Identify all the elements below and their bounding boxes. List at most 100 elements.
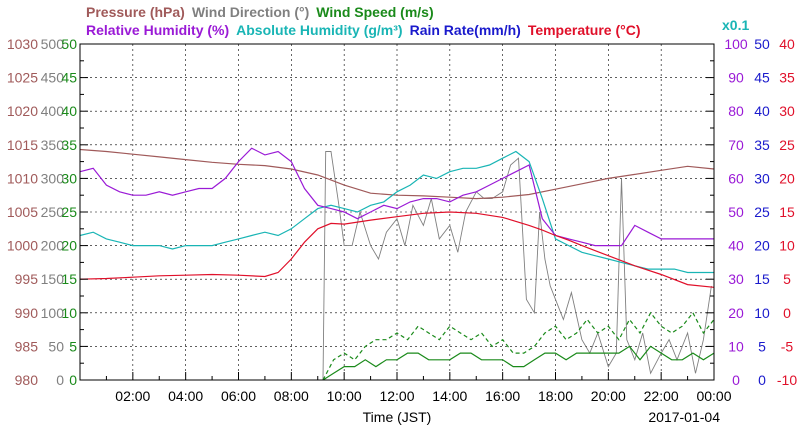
tick-label-humidity: 90 bbox=[728, 70, 744, 86]
header-row-2: Relative Humidity (%) Absolute Humidity (… bbox=[86, 22, 641, 38]
tick-label-wind-speed: 25 bbox=[61, 204, 77, 220]
tick-label-wind-speed: 45 bbox=[61, 70, 77, 86]
tick-label-pressure: 1010 bbox=[7, 170, 38, 186]
tick-label-wind-speed: 5 bbox=[69, 338, 77, 354]
tick-label-humidity: 50 bbox=[728, 204, 744, 220]
series-line bbox=[79, 148, 715, 200]
tick-label-pressure: 1015 bbox=[7, 137, 38, 153]
legend-entry: Temperature (°C) bbox=[528, 22, 641, 38]
tick-label-wind-direction: 100 bbox=[41, 305, 65, 321]
tick-label-rain-rate: 0 bbox=[758, 372, 766, 388]
x-tick-label: 10:00 bbox=[327, 388, 362, 404]
legend-entry: Wind Speed (m/s) bbox=[316, 4, 433, 20]
tick-label-pressure: 985 bbox=[15, 338, 39, 354]
tick-label-wind-direction: 50 bbox=[48, 338, 64, 354]
x-tick-label: 20:00 bbox=[591, 388, 626, 404]
tick-label-temperature: 30 bbox=[779, 103, 795, 119]
axis-labels: 1030102510201015101010051000995990985980… bbox=[7, 36, 797, 404]
x-tick-label: 16:00 bbox=[485, 388, 520, 404]
tick-label-rain-rate: 20 bbox=[754, 238, 770, 254]
tick-label-pressure: 1000 bbox=[7, 238, 38, 254]
tick-label-rain-rate: 40 bbox=[754, 103, 770, 119]
x-tick-label: 04:00 bbox=[168, 388, 203, 404]
scale-note: x0.1 bbox=[722, 17, 749, 33]
tick-label-rain-rate: 10 bbox=[754, 305, 770, 321]
x-tick-label: 14:00 bbox=[432, 388, 467, 404]
tick-label-temperature: 25 bbox=[779, 137, 795, 153]
tick-label-temperature: 20 bbox=[779, 170, 795, 186]
tick-label-pressure: 990 bbox=[15, 305, 39, 321]
tick-label-wind-direction: 200 bbox=[41, 238, 65, 254]
series-line bbox=[79, 211, 715, 288]
legend-entry: Rain Rate(mm/h) bbox=[410, 22, 521, 38]
legend-entry: Pressure (hPa) bbox=[86, 4, 185, 20]
series-line bbox=[322, 345, 715, 381]
tick-label-wind-speed: 10 bbox=[61, 305, 77, 321]
tick-label-pressure: 1005 bbox=[7, 204, 38, 220]
x-tick-label: 08:00 bbox=[274, 388, 309, 404]
tick-label-humidity: 0 bbox=[732, 372, 740, 388]
tick-label-pressure: 1025 bbox=[7, 70, 38, 86]
tick-label-temperature: 10 bbox=[779, 238, 795, 254]
tick-label-wind-speed: 0 bbox=[69, 372, 77, 388]
tick-label-wind-direction: 400 bbox=[41, 103, 65, 119]
tick-label-wind-direction: 150 bbox=[41, 271, 65, 287]
tick-label-rain-rate: 5 bbox=[758, 338, 766, 354]
x-tick-label: 00:00 bbox=[696, 388, 731, 404]
x-tick-label: 22:00 bbox=[644, 388, 679, 404]
tick-label-wind-direction: 500 bbox=[41, 36, 65, 52]
tick-label-wind-speed: 40 bbox=[61, 103, 77, 119]
tick-label-wind-direction: 0 bbox=[56, 372, 64, 388]
tick-label-temperature: 15 bbox=[779, 204, 795, 220]
tick-label-pressure: 1030 bbox=[7, 36, 38, 52]
legend-entry: Wind Direction (°) bbox=[192, 4, 309, 20]
tick-label-temperature: 5 bbox=[783, 271, 791, 287]
tick-label-humidity: 80 bbox=[728, 103, 744, 119]
tick-label-wind-direction: 300 bbox=[41, 170, 65, 186]
x-tick-label: 06:00 bbox=[221, 388, 256, 404]
grid-lines bbox=[80, 44, 714, 380]
legend-entry: Absolute Humidity (g/m³) bbox=[236, 22, 402, 38]
tick-label-wind-speed: 50 bbox=[61, 36, 77, 52]
tick-label-temperature: 0 bbox=[783, 305, 791, 321]
tick-label-humidity: 100 bbox=[724, 36, 748, 52]
series-line bbox=[322, 311, 715, 381]
tick-label-wind-speed: 15 bbox=[61, 271, 77, 287]
tick-label-rain-rate: 35 bbox=[754, 137, 770, 153]
x-tick-label: 12:00 bbox=[379, 388, 414, 404]
tick-label-temperature: -5 bbox=[781, 338, 794, 354]
tick-label-wind-speed: 30 bbox=[61, 170, 77, 186]
x-tick-label: 18:00 bbox=[538, 388, 573, 404]
tick-label-rain-rate: 45 bbox=[754, 70, 770, 86]
axis-ticks bbox=[79, 43, 715, 381]
tick-label-humidity: 70 bbox=[728, 137, 744, 153]
series-layer bbox=[79, 147, 715, 381]
x-tick-label: 02:00 bbox=[115, 388, 150, 404]
tick-label-rain-rate: 50 bbox=[754, 36, 770, 52]
tick-label-humidity: 60 bbox=[728, 170, 744, 186]
tick-label-rain-rate: 15 bbox=[754, 271, 770, 287]
tick-label-humidity: 40 bbox=[728, 238, 744, 254]
tick-label-rain-rate: 30 bbox=[754, 170, 770, 186]
series-line bbox=[79, 147, 714, 247]
tick-label-wind-direction: 350 bbox=[41, 137, 65, 153]
tick-label-wind-direction: 250 bbox=[41, 204, 65, 220]
x-axis-label: Time (JST) bbox=[363, 409, 432, 425]
tick-label-temperature: 35 bbox=[779, 70, 795, 86]
tick-label-temperature: -10 bbox=[777, 372, 797, 388]
legend-entry: Relative Humidity (%) bbox=[86, 22, 229, 38]
tick-label-pressure: 1020 bbox=[7, 103, 38, 119]
header-row-1: Pressure (hPa) Wind Direction (°) Wind Spe… bbox=[86, 4, 434, 20]
tick-label-wind-speed: 35 bbox=[61, 137, 77, 153]
tick-label-temperature: 40 bbox=[779, 36, 795, 52]
date-label: 2017-01-04 bbox=[648, 409, 720, 425]
series-line bbox=[322, 151, 712, 381]
tick-label-pressure: 980 bbox=[15, 372, 39, 388]
tick-label-pressure: 995 bbox=[15, 271, 39, 287]
tick-label-humidity: 20 bbox=[728, 305, 744, 321]
tick-label-wind-direction: 450 bbox=[41, 70, 65, 86]
tick-label-rain-rate: 25 bbox=[754, 204, 770, 220]
series-line bbox=[79, 150, 714, 274]
